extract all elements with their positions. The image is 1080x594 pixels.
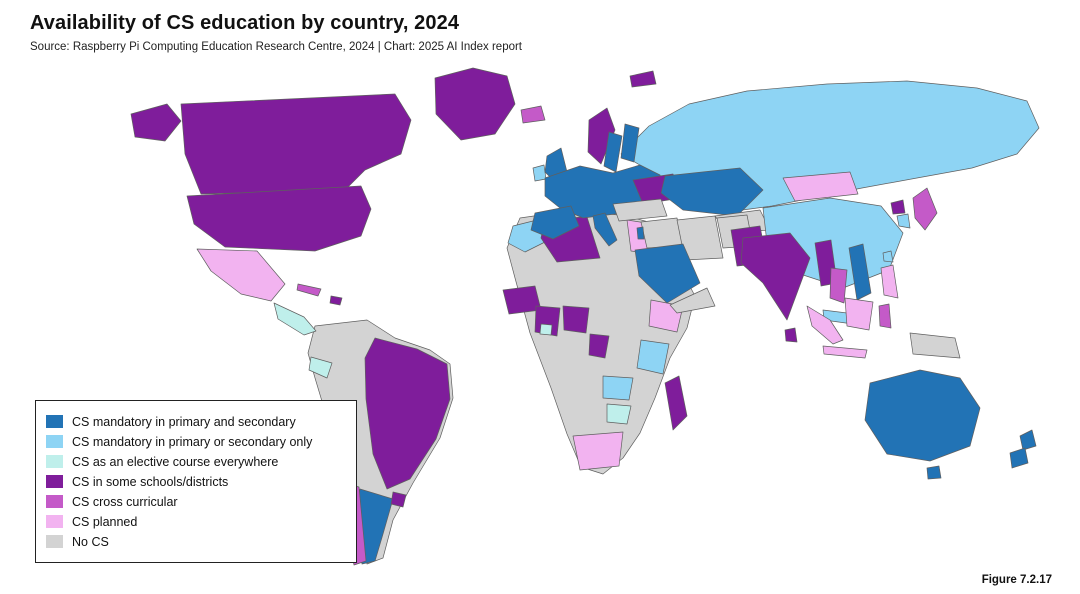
region-australia xyxy=(864,369,981,462)
region-svalbard xyxy=(629,70,657,88)
region-greenland xyxy=(434,67,516,141)
region-nigeria xyxy=(562,305,590,334)
region-tasmania xyxy=(926,465,942,480)
legend-item-mandatory-one: CS mandatory in primary or secondary onl… xyxy=(46,433,346,450)
region-vietnam xyxy=(848,243,872,301)
legend-label-some-schools: CS in some schools/districts xyxy=(72,474,229,489)
region-new-guinea xyxy=(909,332,961,359)
region-ecuador xyxy=(308,356,333,379)
region-zambia xyxy=(602,375,634,401)
region-iberia xyxy=(530,205,580,240)
region-nz-north xyxy=(1019,429,1037,451)
region-south-korea xyxy=(896,213,911,229)
region-zimbabwe xyxy=(606,403,632,425)
legend-item-planned: CS planned xyxy=(46,513,346,530)
region-kenya-tanzania xyxy=(636,339,670,375)
legend-label-mandatory-both: CS mandatory in primary and secondary xyxy=(72,414,296,429)
legend-swatch-mandatory-both xyxy=(46,415,63,428)
region-alaska xyxy=(130,103,182,142)
region-usa xyxy=(186,185,372,252)
region-levant-iraq xyxy=(640,217,684,249)
legend-label-planned: CS planned xyxy=(72,514,138,529)
region-west-africa xyxy=(502,285,542,315)
region-mexico xyxy=(196,248,286,302)
region-borneo xyxy=(844,297,874,331)
region-south-africa xyxy=(572,431,624,471)
region-sumatra xyxy=(806,305,844,345)
legend-label-elective: CS as an elective course everywhere xyxy=(72,454,279,469)
legend-item-some-schools: CS in some schools/districts xyxy=(46,473,346,490)
region-finland xyxy=(620,123,640,163)
legend-item-elective: CS as an elective course everywhere xyxy=(46,453,346,470)
region-central-america xyxy=(273,302,317,336)
legend-swatch-mandatory-one xyxy=(46,435,63,448)
region-north-korea xyxy=(890,199,906,215)
world-map xyxy=(15,58,1065,588)
region-iceland xyxy=(520,105,546,124)
legend-swatch-planned xyxy=(46,515,63,528)
region-cote-divoire xyxy=(539,323,553,336)
legend-label-no-cs: No CS xyxy=(72,534,109,549)
page-title: Availability of CS education by country,… xyxy=(30,12,460,34)
region-cameroon xyxy=(588,333,610,359)
region-thailand xyxy=(829,267,848,304)
region-india xyxy=(740,232,811,321)
region-nz-south xyxy=(1009,447,1029,469)
region-turkey xyxy=(612,198,668,222)
region-canada xyxy=(180,93,412,195)
legend-label-cross-curricular: CS cross curricular xyxy=(72,494,178,509)
legend-label-mandatory-one: CS mandatory in primary or secondary onl… xyxy=(72,434,313,449)
legend-item-no-cs: No CS xyxy=(46,533,346,550)
region-mongolia xyxy=(782,171,859,202)
legend: CS mandatory in primary and secondary CS… xyxy=(35,400,357,563)
choropleth-svg xyxy=(130,67,1040,566)
region-yemen-oman xyxy=(669,287,716,314)
region-italy xyxy=(592,212,618,247)
region-saudi-arabia xyxy=(634,243,701,304)
region-java xyxy=(822,345,868,359)
region-philippines xyxy=(880,264,899,299)
legend-swatch-elective xyxy=(46,455,63,468)
region-sri-lanka xyxy=(784,327,798,343)
region-taiwan xyxy=(882,250,894,263)
legend-swatch-cross-curricular xyxy=(46,495,63,508)
legend-swatch-no-cs xyxy=(46,535,63,548)
region-japan xyxy=(912,187,938,231)
figure-number: Figure 7.2.17 xyxy=(981,574,1052,586)
region-brazil xyxy=(364,337,451,490)
legend-swatch-some-schools xyxy=(46,475,63,488)
legend-item-cross-curricular: CS cross curricular xyxy=(46,493,346,510)
region-madagascar xyxy=(664,375,688,431)
region-cuba xyxy=(296,283,322,297)
region-ireland xyxy=(532,164,547,182)
source-line: Source: Raspberry Pi Computing Education… xyxy=(30,41,523,53)
region-israel xyxy=(636,226,645,240)
region-sulawesi xyxy=(878,303,892,329)
region-uruguay xyxy=(390,491,407,508)
region-hispaniola xyxy=(329,295,343,306)
legend-item-mandatory-both: CS mandatory in primary and secondary xyxy=(46,413,346,430)
